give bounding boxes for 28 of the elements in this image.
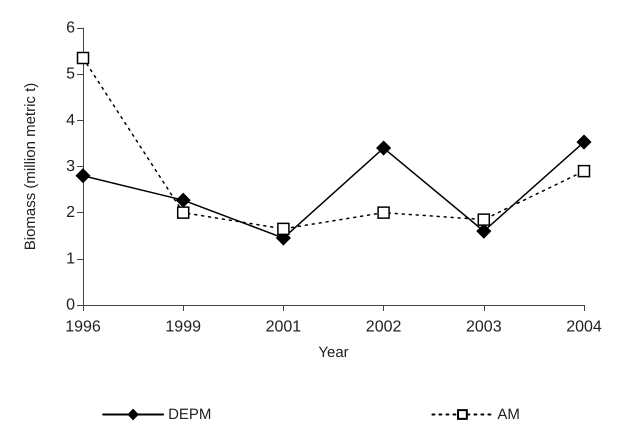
point (176, 206, 190, 219)
y-tick-label: 2 (66, 204, 76, 222)
x-tick-label: 1999 (165, 318, 202, 336)
point (376, 140, 391, 156)
x-axis-title: Year (318, 344, 349, 361)
legend-label: AM (497, 406, 520, 423)
y-tick-label: 0 (66, 296, 76, 314)
y-tick-label: 6 (66, 20, 76, 36)
y-axis-title: Biomass (million metric t) (22, 82, 39, 250)
x-tick-label: 2002 (366, 318, 402, 336)
point (176, 192, 190, 208)
point (578, 164, 590, 178)
legend-label: DEPM (168, 406, 212, 423)
x-tick-label: 1996 (65, 318, 101, 336)
point (277, 222, 290, 236)
point (576, 134, 592, 150)
y-tick-label: 3 (66, 158, 76, 175)
point (476, 224, 492, 238)
x-tick-label: 2004 (566, 318, 602, 336)
x-tick-label: 2001 (266, 318, 302, 336)
y-tick-label: 5 (66, 66, 76, 83)
point (76, 168, 90, 183)
point (478, 213, 490, 226)
point (377, 206, 390, 219)
x-tick-label: 2003 (466, 318, 502, 336)
point (76, 52, 90, 64)
y-tick-label: 4 (66, 112, 76, 129)
y-tick-label: 1 (66, 250, 76, 268)
